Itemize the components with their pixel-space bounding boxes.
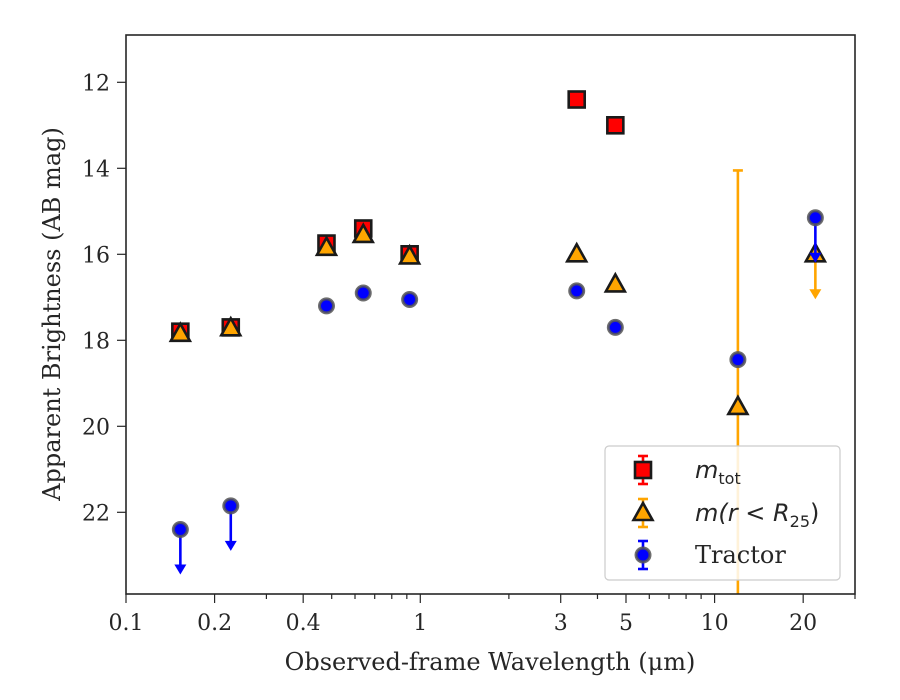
axis-ticks: 0.1 0.2 0.4 1 3 5 10 20 12 14 16 18 20 22 bbox=[82, 71, 856, 636]
axes-frame bbox=[125, 34, 856, 595]
x-tick-label: 5 bbox=[619, 611, 633, 636]
x-tick-label: 0.1 bbox=[109, 611, 144, 636]
x-tick-label: 3 bbox=[554, 611, 568, 636]
y-tick-label: 12 bbox=[82, 71, 110, 96]
y-tick-label: 20 bbox=[82, 415, 110, 440]
legend-label: m(r < R25) bbox=[695, 499, 819, 531]
legend: mtot m(r < R25) Tractor bbox=[604, 445, 841, 581]
x-tick-label: 0.2 bbox=[197, 611, 232, 636]
mr25-point bbox=[168, 321, 193, 343]
x-tick-label: 20 bbox=[789, 611, 817, 636]
legend-item-mtot: mtot bbox=[633, 454, 741, 488]
mr25-point bbox=[219, 315, 243, 337]
legend-marker bbox=[634, 546, 652, 564]
tractor-point bbox=[317, 297, 335, 315]
y-tick-label: 18 bbox=[82, 329, 110, 354]
legend-marker bbox=[633, 460, 653, 480]
tractor-point bbox=[606, 318, 624, 336]
x-axis-label: Observed-frame Wavelength (μm) bbox=[285, 648, 696, 676]
tractor-limit-arrow-head bbox=[224, 540, 237, 551]
legend-label-main: m(r < R bbox=[695, 499, 790, 527]
tractor-point bbox=[806, 209, 824, 227]
mr25-limit-arrow-head bbox=[809, 289, 822, 300]
data-marks bbox=[168, 90, 828, 594]
legend-marker bbox=[631, 500, 655, 522]
tractor-point bbox=[222, 497, 240, 515]
tractor-point bbox=[171, 521, 189, 538]
legend-item-mr25: m(r < R25) bbox=[631, 497, 819, 531]
x-tick-label: 1 bbox=[413, 611, 427, 636]
x-tick-label: 0.4 bbox=[286, 611, 321, 636]
legend-label: Tractor bbox=[695, 541, 786, 569]
series-tractor bbox=[171, 209, 824, 575]
mr25-point bbox=[397, 243, 422, 265]
legend-label-subscript: 25 bbox=[790, 512, 810, 531]
tractor-point bbox=[729, 351, 747, 369]
mtot-point bbox=[567, 90, 587, 109]
mr25-point bbox=[564, 241, 589, 263]
mtot-point bbox=[606, 116, 625, 135]
legend-label: mtot bbox=[695, 456, 741, 488]
series-mtot bbox=[171, 90, 625, 342]
legend-label-subscript: tot bbox=[718, 469, 740, 488]
y-tick-label: 16 bbox=[82, 243, 110, 268]
legend-box bbox=[604, 445, 841, 581]
tractor-point bbox=[354, 284, 372, 302]
y-axis-label: Apparent Brightness (AB mag) bbox=[38, 127, 66, 502]
tractor-point bbox=[401, 290, 419, 308]
x-tick-label: 10 bbox=[701, 611, 729, 636]
mr25-point bbox=[726, 394, 750, 416]
tractor-limit-arrow-head bbox=[809, 252, 822, 263]
y-tick-label: 22 bbox=[82, 501, 110, 526]
mr25-point bbox=[603, 271, 628, 293]
mr25-point bbox=[314, 235, 339, 257]
tractor-point bbox=[568, 282, 586, 300]
legend-label-tail: ) bbox=[810, 499, 819, 527]
y-tick-label: 14 bbox=[82, 157, 110, 182]
tractor-limit-arrow-head bbox=[174, 564, 187, 575]
mr25-point bbox=[351, 222, 375, 244]
series-mr25 bbox=[168, 169, 828, 594]
legend-label-main: Tractor bbox=[695, 541, 786, 569]
legend-label-main: m bbox=[695, 456, 718, 484]
legend-item-tractor: Tractor bbox=[634, 539, 786, 571]
